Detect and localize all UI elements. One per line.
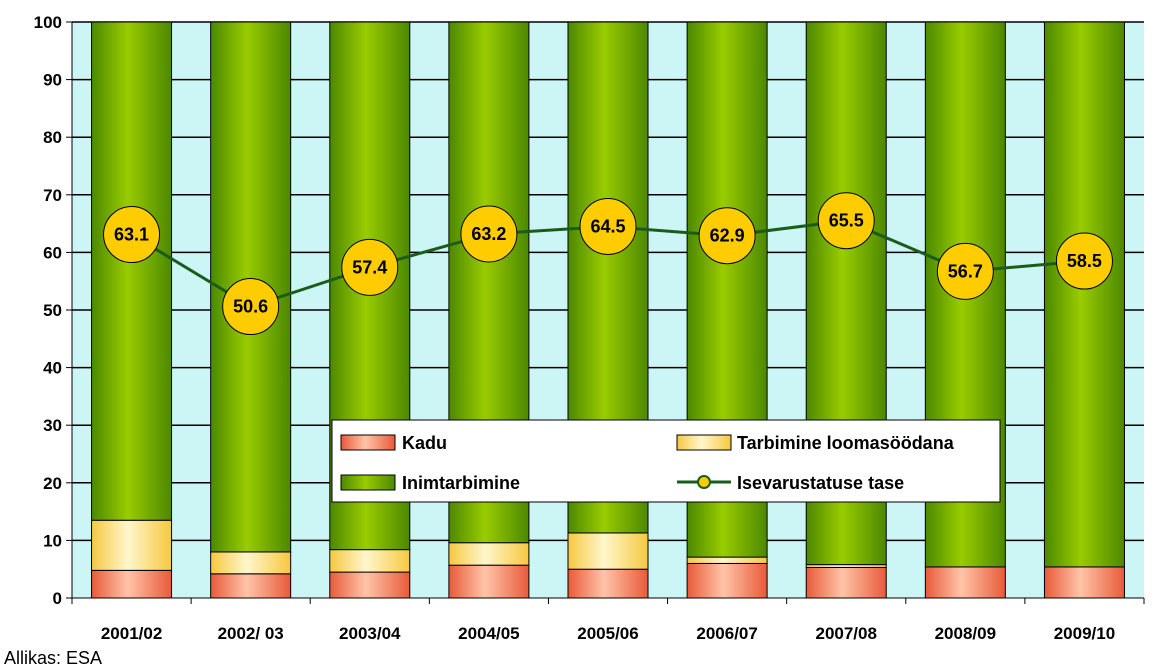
line-marker	[579, 197, 637, 255]
line-marker	[698, 207, 756, 265]
data-label: 57.4	[352, 257, 387, 277]
y-tick-label: 30	[43, 416, 62, 435]
bar-feed	[210, 551, 292, 575]
legend-marker-sample	[697, 475, 711, 489]
x-tick-label: 2004/05	[458, 624, 519, 643]
y-tick-label: 20	[43, 474, 62, 493]
bar-kadu	[1043, 566, 1125, 599]
self-sufficiency-line: 63.1 50.6 57.4 63.2 64.5 62.9 65.5 56.7 58.5	[103, 192, 1113, 336]
data-label: 63.1	[114, 225, 149, 245]
legend-label-human: Inimtarbimine	[402, 473, 520, 493]
line-marker	[460, 205, 518, 263]
x-tick-label: 2006/07	[696, 624, 757, 643]
bar-feed	[567, 532, 649, 570]
data-label: 65.5	[829, 211, 864, 231]
bar-feed	[91, 519, 173, 571]
data-label: 56.7	[948, 261, 983, 281]
line-marker	[222, 278, 280, 336]
bar-kadu	[567, 568, 649, 599]
bar-kadu	[924, 566, 1006, 599]
bar-feed	[686, 556, 768, 564]
data-label: 63.2	[471, 224, 506, 244]
legend: Kadu Tarbimine loomasöödana Inimtarbimin…	[331, 419, 1001, 503]
legend-label-self-sufficiency: Isevarustatuse tase	[737, 473, 904, 493]
y-tick-label: 50	[43, 301, 62, 320]
x-tick-label: 2001/02	[101, 624, 162, 643]
line-marker	[1055, 232, 1113, 290]
legend-label-feed: Tarbimine loomasöödana	[737, 433, 955, 453]
y-tick-label: 10	[43, 531, 62, 550]
data-label: 50.6	[233, 297, 268, 317]
bar-human	[91, 21, 173, 521]
x-tick-label: 2005/06	[577, 624, 638, 643]
bar-human	[1043, 21, 1125, 568]
data-label: 64.5	[590, 216, 625, 236]
line-marker	[103, 206, 161, 264]
bar-feed	[448, 542, 530, 566]
legend-swatch-kadu	[340, 434, 396, 451]
y-tick-label: 70	[43, 186, 62, 205]
y-tick-label: 60	[43, 243, 62, 262]
x-tick-label: 2008/09	[935, 624, 996, 643]
data-label: 58.5	[1067, 251, 1102, 271]
bar-feed	[329, 549, 411, 573]
line-marker	[341, 238, 399, 296]
y-tick-label: 90	[43, 71, 62, 90]
bar-kadu	[805, 566, 887, 599]
bar-kadu	[91, 569, 173, 599]
x-tick-label: 2009/10	[1054, 624, 1115, 643]
data-label: 62.9	[710, 226, 745, 246]
x-tick-label: 2002/ 03	[218, 624, 284, 643]
legend-swatch-human	[340, 474, 396, 491]
legend-box	[331, 419, 1001, 503]
bar-kadu	[329, 571, 411, 599]
legend-label-kadu: Kadu	[402, 433, 447, 453]
x-tick-label: 2007/08	[815, 624, 876, 643]
x-tick-label: 2003/04	[339, 624, 401, 643]
source-note: Allikas: ESA	[4, 648, 103, 668]
legend-swatch-feed	[676, 434, 732, 451]
bar-kadu	[210, 573, 292, 599]
y-tick-label: 0	[53, 589, 62, 608]
axes: 0 10 20 30 40 50 60 70 80 90 100 2001/02 2002/ 03 200…	[34, 13, 1145, 643]
y-tick-label: 100	[34, 13, 62, 32]
line-marker	[936, 242, 994, 300]
y-tick-label: 80	[43, 128, 62, 147]
bar-kadu	[448, 564, 530, 599]
y-tick-label: 40	[43, 359, 62, 378]
line-marker	[817, 192, 875, 250]
bar-kadu	[686, 562, 768, 599]
